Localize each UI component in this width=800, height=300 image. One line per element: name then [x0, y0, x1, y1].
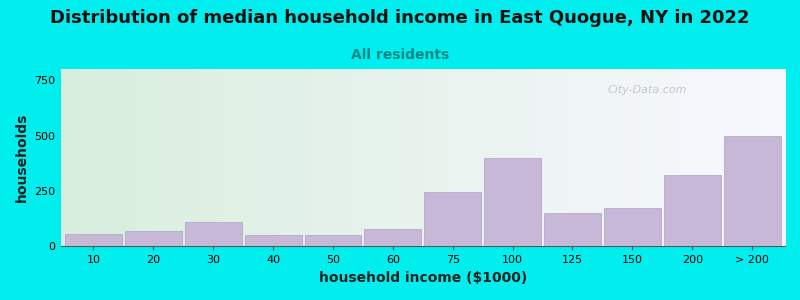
- Bar: [245, 235, 302, 246]
- Bar: [305, 235, 362, 246]
- Bar: [185, 222, 242, 246]
- Bar: [65, 234, 122, 246]
- Bar: [664, 176, 721, 246]
- Bar: [424, 192, 481, 246]
- Bar: [724, 136, 781, 246]
- Text: City-Data.com: City-Data.com: [608, 85, 687, 95]
- Text: Distribution of median household income in East Quogue, NY in 2022: Distribution of median household income …: [50, 9, 750, 27]
- Bar: [484, 158, 541, 246]
- Y-axis label: households: households: [15, 113, 29, 202]
- Text: All residents: All residents: [351, 48, 449, 62]
- X-axis label: household income ($1000): household income ($1000): [318, 271, 527, 285]
- Bar: [604, 208, 661, 246]
- Bar: [544, 213, 601, 246]
- Bar: [125, 231, 182, 246]
- Bar: [364, 229, 422, 246]
